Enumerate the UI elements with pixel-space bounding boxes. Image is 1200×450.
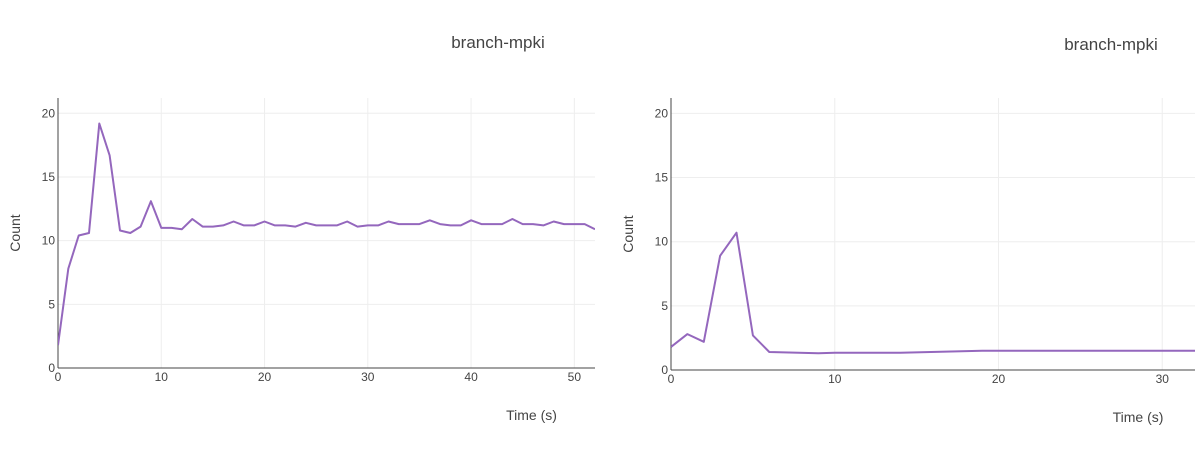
y-tick-label: 0: [661, 363, 668, 377]
y-tick-label: 5: [661, 299, 668, 313]
chart-title: branch-mpki: [1064, 35, 1158, 54]
y-tick-label: 20: [42, 106, 56, 120]
chart-panel-2: 0 5 10 15 20 0 10 20 30 branch-mpki Time (s) Count: [620, 35, 1195, 425]
x-tick-label: 20: [992, 372, 1006, 386]
x-tick-label: 50: [568, 370, 582, 384]
x-tick-label: 20: [258, 370, 272, 384]
y-tick-label: 5: [48, 297, 55, 311]
x-tick-label: 30: [1156, 372, 1170, 386]
y-tick-label: 0: [48, 361, 55, 375]
x-tick-label: 30: [361, 370, 375, 384]
y-axis-title: Count: [7, 214, 23, 251]
y-tick-label: 10: [42, 234, 56, 248]
x-tick-label: 40: [464, 370, 478, 384]
x-tick-label: 10: [155, 370, 169, 384]
y-tick-label: 10: [655, 235, 669, 249]
x-tick-label: 0: [55, 370, 62, 384]
chart-panel-1: 0 5 10 15 20 0 10 20 30 40 50 branch-mpki Time (s) Co…: [7, 33, 595, 423]
y-tick-label: 15: [42, 170, 56, 184]
chart-title: branch-mpki: [451, 33, 545, 52]
x-tick-label: 10: [828, 372, 842, 386]
series-line: [58, 122, 595, 346]
x-axis-title: Time (s): [1113, 409, 1164, 425]
series-line: [671, 231, 1195, 355]
y-tick-label: 20: [655, 106, 669, 120]
y-tick-label: 15: [655, 171, 669, 185]
x-axis-title: Time (s): [506, 407, 557, 423]
y-axis-title: Count: [620, 215, 636, 252]
x-tick-label: 0: [668, 372, 675, 386]
